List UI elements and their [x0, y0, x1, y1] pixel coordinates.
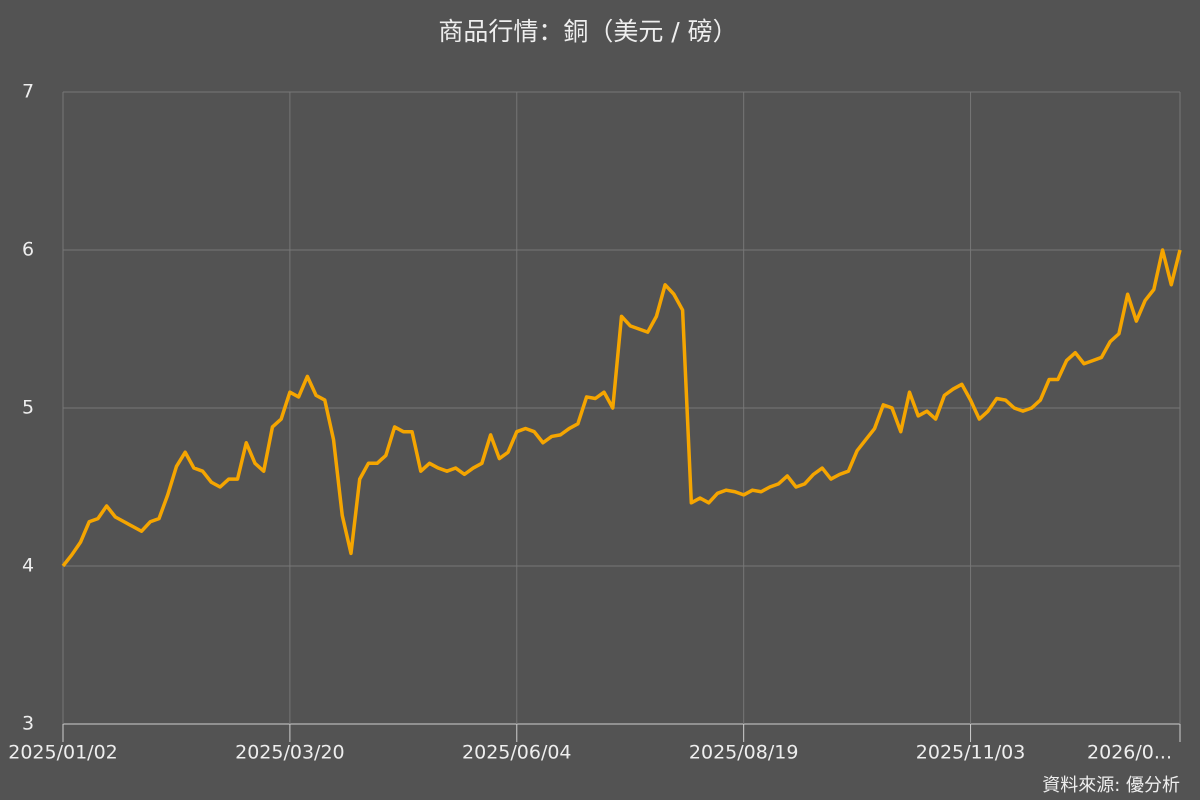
price-line	[61, 248, 1182, 568]
y-tick-label: 4	[22, 555, 34, 577]
x-tick-label: 2025/08/19	[689, 742, 799, 764]
source-note: 資料來源: 優分析	[1042, 775, 1180, 796]
x-tick-label: 2025/03/20	[235, 742, 345, 764]
x-tick-label: 2025/06/04	[462, 742, 572, 764]
y-tick-label: 6	[22, 239, 34, 261]
x-tick-label: 2026/0...	[1087, 742, 1172, 764]
y-tick-label: 7	[22, 81, 34, 103]
y-tick-label: 3	[22, 713, 34, 735]
y-tick-label: 5	[22, 397, 34, 419]
x-tick-label: 2025/11/03	[916, 742, 1026, 764]
chart-title: 商品行情：銅（美元 / 磅）	[438, 17, 737, 46]
x-tick-label: 2025/01/02	[8, 742, 118, 764]
